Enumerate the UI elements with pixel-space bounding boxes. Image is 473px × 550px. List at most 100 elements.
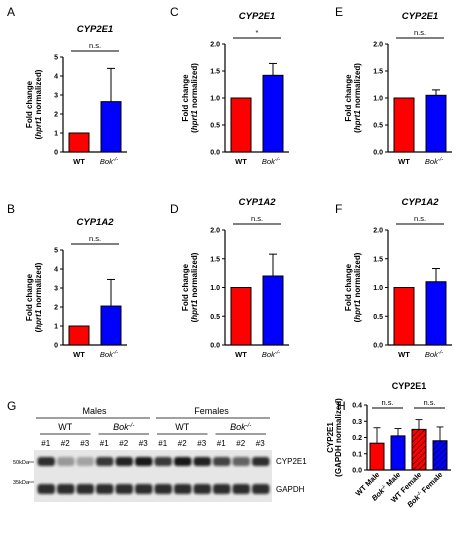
y-tick-label: 0.2 <box>352 435 362 442</box>
significance-label: n.s. <box>414 28 426 37</box>
blot-genotype-label: Bok-/- <box>230 422 251 432</box>
panel-label-b: B <box>7 202 15 216</box>
chart-title: CYP2E1 <box>239 11 275 22</box>
panel-label-h: H <box>337 399 346 413</box>
y-tick-label: 1.0 <box>210 285 220 292</box>
gapdh-band <box>193 484 211 494</box>
cyp2e1-band <box>174 457 192 466</box>
lane-label: #2 <box>119 439 128 448</box>
x-category-label: Bok-/- <box>262 157 280 166</box>
y-tick-label: 2.0 <box>373 228 383 235</box>
y-tick-label: 1 <box>54 131 58 138</box>
x-category-label: WT <box>235 350 247 359</box>
chart-title: CYP1A2 <box>239 197 277 208</box>
y-axis-label: Fold change(hprt1 normalized) <box>181 252 199 322</box>
gapdh-band <box>96 484 114 494</box>
blot-genotype-label: WT <box>58 422 72 432</box>
y-tick-label: 3 <box>54 93 58 100</box>
gapdh-band <box>174 484 192 494</box>
x-category-label: Bok-/- <box>425 157 443 166</box>
y-tick-label: 1.5 <box>373 256 383 263</box>
gapdh-band <box>213 484 231 494</box>
y-tick-label: 1.5 <box>210 256 220 263</box>
chart-panel-b: CYP1A2 0 1 2 3 4 5 Fold change(hprt1 normalized… <box>25 217 127 359</box>
cyp2e1-band <box>154 457 172 466</box>
bar-bok <box>262 275 284 346</box>
panel-label-d: D <box>170 202 179 216</box>
chart-title: CYP1A2 <box>77 217 115 228</box>
bar-wt <box>230 97 252 153</box>
panel-label-c: C <box>170 5 179 19</box>
band-label-cyp2e1: CYP2E1 <box>276 457 307 466</box>
y-tick-label: 2.0 <box>373 42 383 49</box>
blot-group-label: Males <box>82 406 107 416</box>
y-tick-label: 0.0 <box>210 150 220 157</box>
x-category-label: Bok-/- <box>100 350 118 359</box>
chart-panel-a: CYP2E1 0 1 2 3 4 5 Fold change(hprt1 normalized… <box>25 24 127 166</box>
significance-label: n.s. <box>423 398 435 407</box>
bar-wt <box>393 287 415 346</box>
y-axis-label: CYP2E1(GAPDH normalized) <box>326 398 343 477</box>
bar-bok <box>262 74 284 153</box>
chart-panel-f: CYP1A2 0.0 0.5 1.0 1.5 2.0 Fold change(hprt1 n… <box>344 197 452 359</box>
lane-label: #1 <box>100 439 109 448</box>
chart-panel-d: CYP1A2 0.0 0.5 1.0 1.5 2.0 Fold change(hprt1 n… <box>181 197 289 359</box>
x-category-label: WT <box>398 350 410 359</box>
western-blot: Males Females WT Bok-/- WT Bok-/- #1 #2 #3 #1 #2 #3… <box>13 406 307 502</box>
cyp2e1-band <box>193 457 211 466</box>
x-category-label: Bok-/- <box>100 157 118 166</box>
y-tick-label: 0.4 <box>352 403 362 410</box>
cyp2e1-band <box>232 457 250 466</box>
chart-title: CYP2E1 <box>392 381 427 391</box>
gapdh-band <box>135 484 153 494</box>
lane-label: #3 <box>139 439 148 448</box>
y-tick-label: 2 <box>54 112 58 119</box>
y-tick-label: 1.0 <box>373 285 383 292</box>
gapdh-band <box>154 484 172 494</box>
chart-title: CYP2E1 <box>77 24 113 35</box>
lane-label: #3 <box>197 439 206 448</box>
lane-label: #3 <box>80 439 89 448</box>
x-category-label: WT <box>73 350 85 359</box>
y-tick-label: 0.5 <box>210 314 220 321</box>
y-tick-label: 0.0 <box>352 468 362 475</box>
x-category-label: WT <box>235 157 247 166</box>
x-category-label: Bok-/- <box>262 350 280 359</box>
y-axis-label: Fold change(hprt1 normalized) <box>344 252 362 322</box>
blot-genotype-label: WT <box>175 422 189 432</box>
bar-wt <box>68 132 90 153</box>
cyp2e1-band <box>252 457 270 466</box>
bar-bok <box>100 305 122 346</box>
y-axis-label: Fold change(hprt1 normalized) <box>25 262 43 332</box>
y-tick-label: 1.5 <box>373 69 383 76</box>
y-tick-label: 2.0 <box>210 42 220 49</box>
bar-bok <box>425 94 447 153</box>
y-tick-label: 0.0 <box>373 150 383 157</box>
gapdh-band <box>115 484 133 494</box>
significance-label: n.s. <box>89 41 101 50</box>
x-category-label: WT <box>398 157 410 166</box>
panel-label-g: G <box>7 399 16 413</box>
gapdh-band <box>76 484 94 494</box>
lane-label: #1 <box>41 439 50 448</box>
x-category-label: Bok-/- <box>425 350 443 359</box>
significance-label: n.s. <box>414 214 426 223</box>
chart-title: CYP2E1 <box>402 11 438 22</box>
lane-label: #2 <box>178 439 187 448</box>
y-axis-label: Fold change(hprt1 normalized) <box>25 69 43 139</box>
y-tick-label: 1.5 <box>210 69 220 76</box>
size-marker: 50kDa <box>13 460 30 466</box>
lane-label: #1 <box>217 439 226 448</box>
chart-panel-c: CYP2E1 0.0 0.5 1.0 1.5 2.0 Fold change(hprt1 n… <box>181 11 289 166</box>
y-tick-label: 0.0 <box>373 343 383 350</box>
y-tick-label: 0.3 <box>352 419 362 426</box>
cyp2e1-band <box>115 457 133 466</box>
y-tick-label: 0.5 <box>210 123 220 130</box>
size-marker: 35kDa <box>13 480 30 486</box>
x-category-label: WT <box>73 157 85 166</box>
y-tick-label: 4 <box>54 267 58 274</box>
blot-genotype-label: Bok-/- <box>113 422 134 432</box>
bar-bok <box>100 101 122 153</box>
y-tick-label: 1.0 <box>210 96 220 103</box>
y-tick-label: 2 <box>54 305 58 312</box>
